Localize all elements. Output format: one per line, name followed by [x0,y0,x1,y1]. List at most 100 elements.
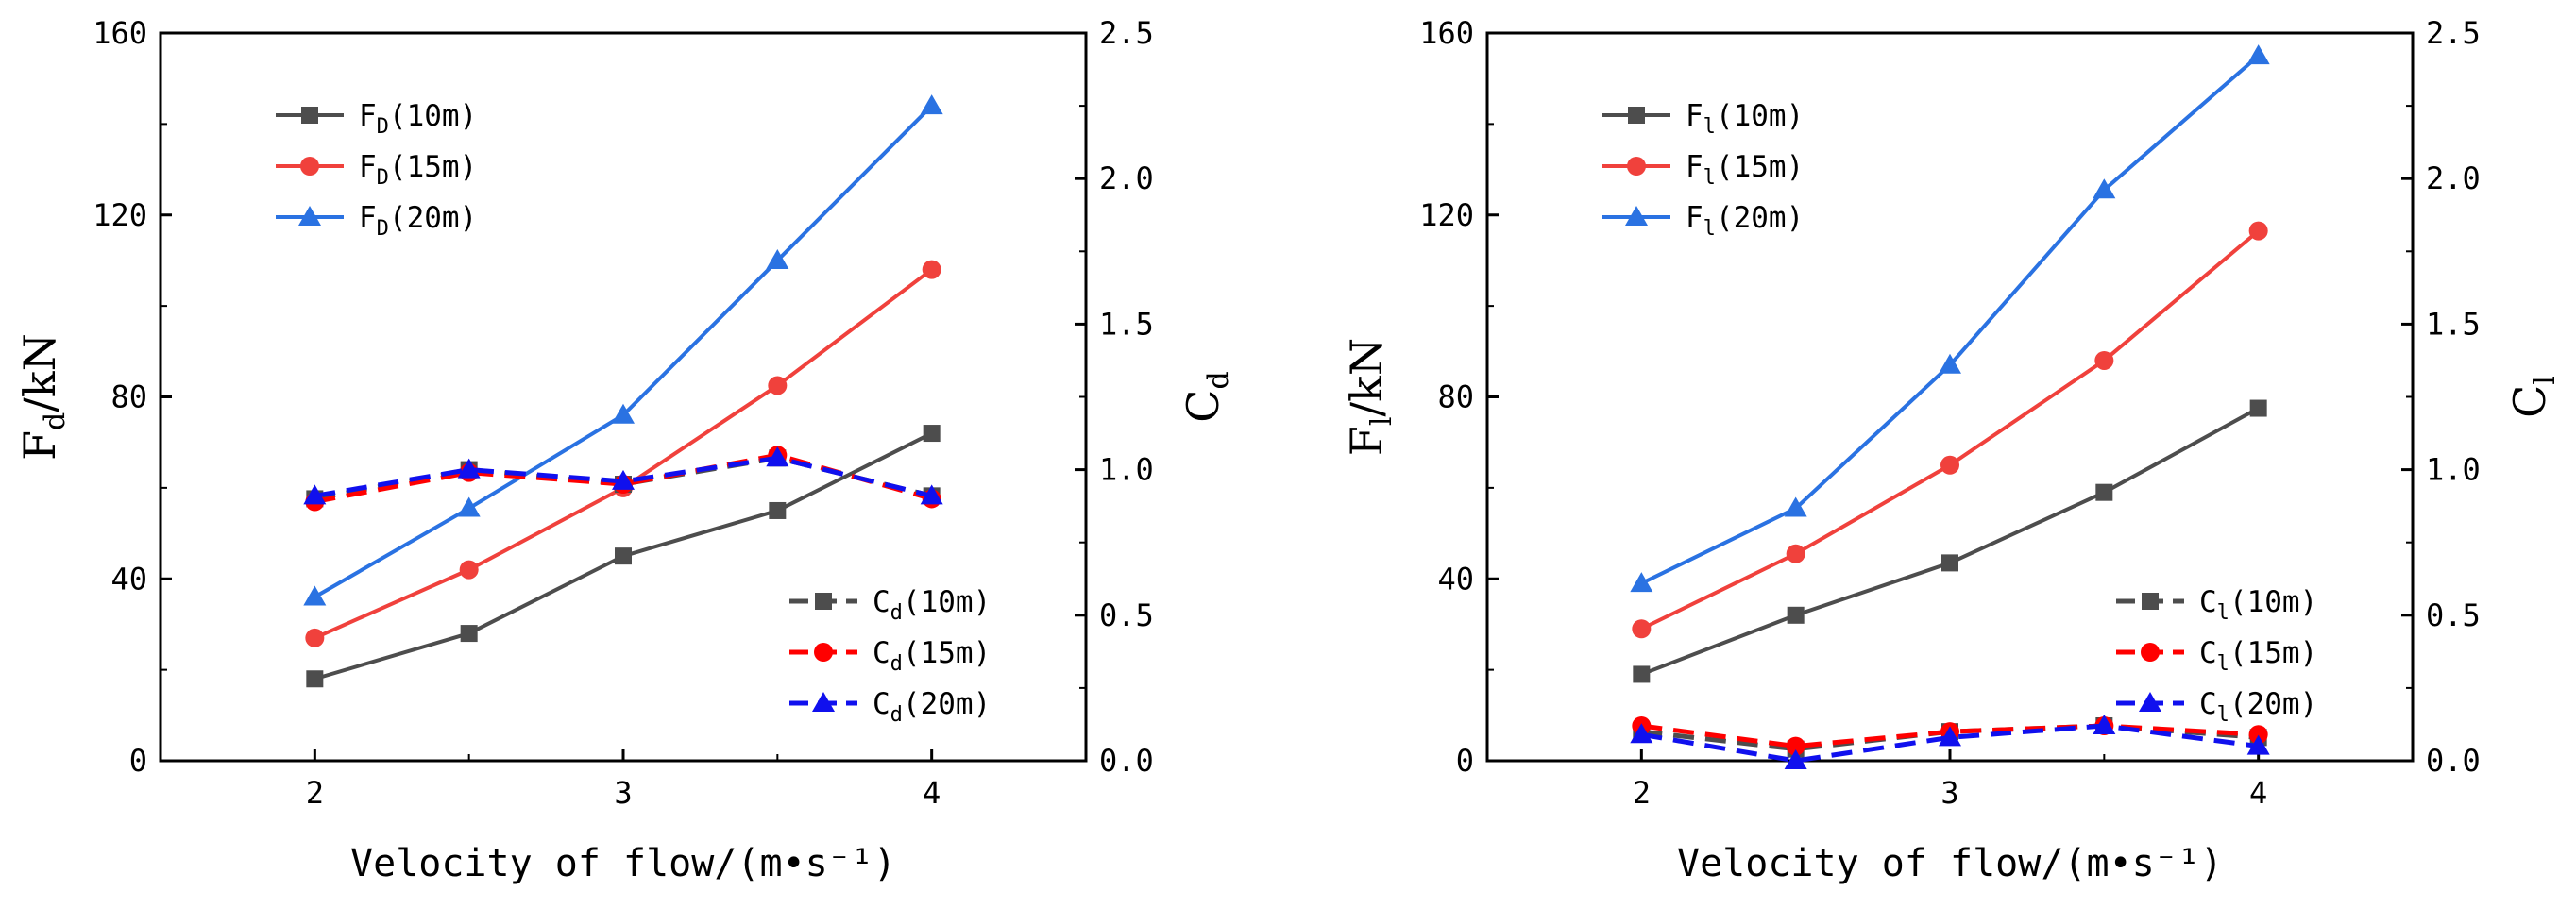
y-right-tick-label: 2.5 [1099,15,1154,51]
data-point [1630,723,1653,744]
data-point [459,560,479,580]
y-left-tick-label: 80 [110,379,147,415]
legend-left: FD(10m) FD(15m) FD(20m) [276,99,477,241]
y-left-tick-label: 0 [1456,743,1474,779]
series-line [1640,723,2259,764]
legend-marker [298,206,321,226]
y-right-tick-label: 0.5 [2426,597,2481,633]
legend-label: Cd(10m) [873,585,991,625]
legend-label: Cl(15m) [2199,636,2317,676]
x-axis-label: Velocity of flow/(m•s⁻¹) [350,842,896,885]
data-point [457,458,481,479]
data-point [766,248,789,269]
legend-label: Cd(20m) [873,687,991,727]
data-point [615,547,632,565]
legend-marker [300,157,319,176]
legend-marker [1627,157,1646,176]
series-left-1 [1633,399,2267,683]
data-point [305,628,325,647]
y-right-axis-label: Cl [2504,376,2562,418]
legend-left: Fl(10m) Fl(15m) Fl(20m) [1602,99,1804,241]
legend-right: Cl(10m) Cl(15m) Cl(20m) [2116,585,2317,727]
legend-label: Fl(10m) [1686,99,1804,139]
legend-label: Cd(15m) [873,636,991,676]
legend-marker [2141,643,2160,662]
y-right-tick-label: 0.5 [1099,597,1154,633]
legend-label: Cl(10m) [2199,585,2317,625]
data-point [2093,178,2116,199]
data-point [1940,455,1959,475]
y-left-tick-label: 160 [1419,15,1474,51]
data-point [768,376,788,395]
data-point [303,585,327,606]
x-tick-label: 4 [2249,775,2267,811]
legend-marker [1628,107,1645,124]
data-point [923,425,941,443]
data-point [460,625,478,643]
series-left-2 [305,260,941,647]
legend-label: FD(10m) [359,99,477,139]
chart-panel-2: 2 3 4040801201600.00.51.01.52.02.5Velocity… [1341,15,2562,885]
series-line [1640,54,2260,585]
legend-marker [812,692,835,712]
y-left-tick-label: 40 [1437,561,1474,597]
x-tick-label: 4 [923,775,941,811]
data-point [303,484,327,505]
x-tick-label: 3 [1940,775,1958,811]
data-point [766,446,789,467]
legend-label: Fl(20m) [1686,201,1804,241]
data-point [2248,725,2268,745]
data-point [1941,554,1958,572]
y-right-tick-label: 1.5 [1099,306,1154,342]
series-line [1640,406,2260,677]
series-left-1 [306,425,941,688]
data-point [2249,399,2267,417]
series-right-3 [1630,714,2270,769]
data-point [1630,572,1653,593]
chart-panel-1: 2 3 4040801201600.00.51.01.52.02.5Velocity… [14,15,1235,885]
data-point [1633,665,1651,683]
data-point [306,670,324,688]
legend-label: FD(20m) [359,201,477,241]
legend-marker [1625,206,1648,226]
legend-marker [815,593,832,610]
series-left-2 [1632,221,2268,639]
y-right-axis-label: Cd [1178,371,1235,422]
series-line [314,455,933,498]
data-point [1784,496,1807,517]
y-right-tick-label: 0.0 [2426,743,2481,779]
data-point [1784,749,1807,769]
data-point [2095,483,2113,501]
legend-label: Fl(15m) [1686,150,1804,190]
series-left-3 [303,94,943,606]
legend-right: Cd(10m) Cd(15m) Cd(20m) [789,585,991,727]
y-right-tick-label: 2.5 [2426,15,2481,51]
y-left-axis-label: Fl/kN [1341,338,1398,456]
series-line [314,267,933,640]
x-tick-label: 2 [1633,775,1651,811]
legend-label: FD(15m) [359,150,477,190]
data-point [920,94,943,115]
data-point [612,469,635,490]
y-right-tick-label: 1.5 [2426,306,2481,342]
data-point [2094,350,2114,370]
data-point [1786,544,1805,563]
data-point [1787,606,1805,624]
data-point [1939,726,1961,747]
data-point [2248,221,2268,241]
legend-marker [2142,593,2159,610]
data-point [2246,44,2270,65]
data-point [457,496,481,517]
y-left-tick-label: 160 [93,15,147,51]
data-point [769,501,787,519]
y-right-tick-label: 1.0 [2426,452,2481,488]
data-point [2093,714,2116,734]
y-left-tick-label: 120 [1419,197,1474,233]
data-point [922,260,941,279]
data-point [2246,734,2270,755]
series-left-3 [1630,44,2270,593]
y-left-tick-label: 0 [129,743,147,779]
legend-marker [2139,692,2161,712]
data-point [1786,736,1805,756]
x-tick-label: 2 [306,775,324,811]
